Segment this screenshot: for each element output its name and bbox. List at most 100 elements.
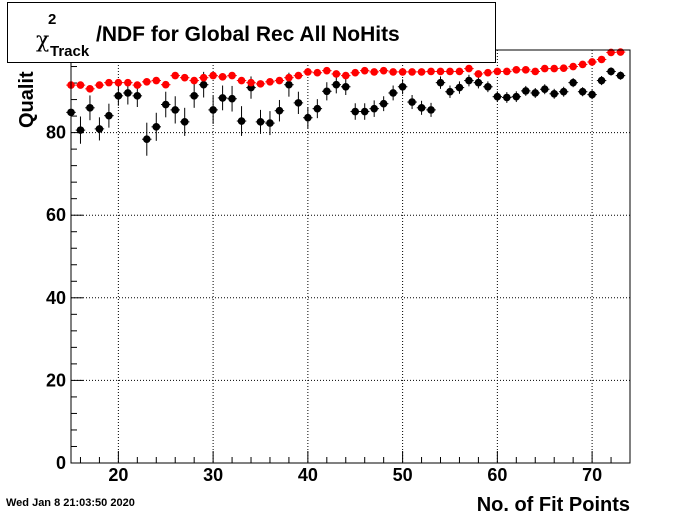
marker [550,64,559,73]
marker [190,92,198,100]
black-data-point [454,81,465,94]
black-data-point [208,95,218,124]
black-data-point [227,85,237,112]
red-data-point [198,73,209,82]
marker [607,67,615,76]
marker [341,71,350,80]
marker [133,81,142,89]
title-superscript: 2 [48,11,57,28]
black-data-point [217,85,228,111]
marker [285,80,293,89]
marker [446,67,454,76]
black-data-point [530,87,540,98]
marker [493,92,502,101]
marker [218,94,227,102]
red-data-point [123,78,133,87]
black-data-point [312,99,323,119]
chart-title: /NDF for Global Rec All NoHits [96,23,400,46]
red-data-point [502,67,512,76]
red-data-point [132,81,143,89]
marker [474,78,483,87]
black-data-point [170,96,180,124]
marker [588,90,596,99]
marker [474,70,483,78]
marker [180,73,189,82]
marker [313,104,322,113]
red-data-point [388,68,398,76]
red-data-point [85,85,95,93]
marker [398,82,407,91]
marker [152,123,161,131]
red-data-point [75,81,86,89]
black-data-point [359,103,370,120]
marker [389,89,397,97]
black-data-point [464,74,474,87]
red-data-point [397,68,408,76]
marker [86,85,94,93]
y-tick-label: 40 [46,288,66,308]
red-data-point [416,68,427,76]
black-data-point [255,109,266,134]
black-data-point [577,87,588,97]
grid-lines [71,50,630,463]
marker [569,78,577,87]
red-data-point [454,67,465,76]
red-data-point [312,68,323,77]
marker [199,73,208,82]
marker [304,113,312,122]
title-subscript: Track [50,43,90,60]
red-data-point [208,71,218,80]
marker [171,71,180,80]
marker [569,62,577,71]
marker [124,89,132,97]
red-data-point [189,76,199,85]
marker [266,119,274,127]
red-data-point [596,55,607,64]
black-data-point [511,91,522,103]
marker [455,83,464,92]
red-data-point [104,78,114,87]
red-data-point [473,70,484,78]
marker [455,67,464,76]
y-tick-label: 0 [56,453,66,473]
marker [95,81,104,89]
black-data-point [85,95,95,121]
red-data-point [426,67,436,76]
red-data-point [246,78,256,87]
x-tick-label: 50 [393,465,413,485]
marker [237,117,246,125]
red-data-point [161,80,171,89]
red-data-point [303,68,313,76]
marker [266,78,274,86]
red-data-point [521,66,531,74]
black-data-point [596,76,607,86]
marker [294,71,303,80]
marker [124,78,132,87]
red-data-point [587,58,597,66]
marker [180,118,189,126]
marker [465,64,473,73]
red-data-point [227,71,237,80]
black-data-point [539,84,550,95]
black-data-point [142,122,152,156]
tick-labels: 20 30 40 50 60 70 0 20 40 60 80 [46,123,602,485]
black-data-point [303,106,313,129]
red-data-point [217,73,228,81]
y-tick-label: 20 [46,370,66,390]
marker [360,107,369,116]
red-data-point [274,76,285,85]
marker [76,126,85,134]
marker [417,104,426,112]
black-data-point [322,82,332,101]
marker [484,82,492,91]
marker [484,68,492,77]
marker [76,81,85,89]
red-data-point [322,66,332,75]
marker [616,48,625,56]
black-data-point [189,83,199,108]
marker [142,135,151,144]
marker [86,104,94,112]
data-marks [66,48,626,156]
black-data-point [104,103,114,128]
